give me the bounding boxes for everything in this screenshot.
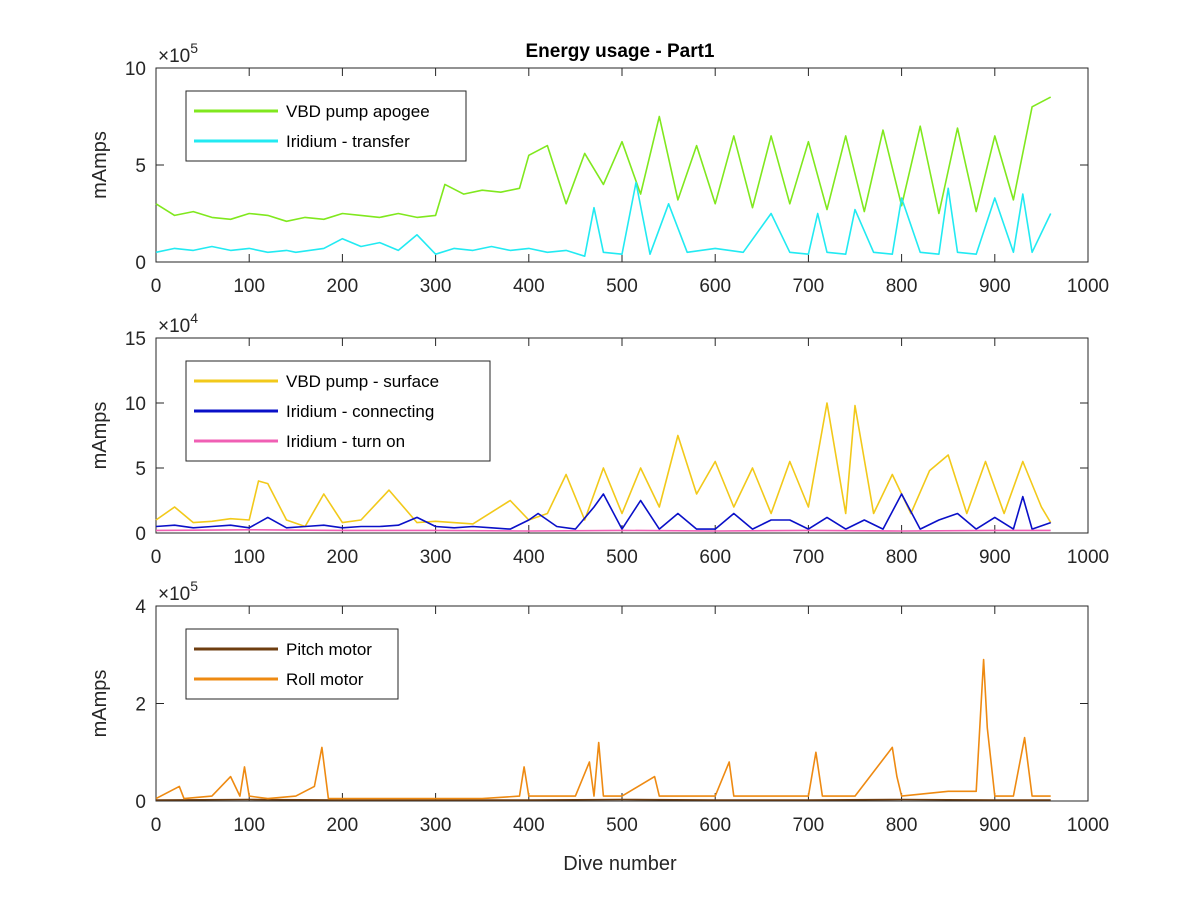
chart-panel-1: 0 100 200 300 400 500 600 700 800 900 1000 0 5 10 ×105… [89,40,1109,297]
x-tick-label: 600 [699,547,731,568]
legend-entry: VBD pump apogee [286,102,430,121]
x-tick-label: 300 [420,276,452,297]
y-tick-label: 4 [135,597,146,618]
chart-panel-3: 0 100 200 300 400 500 600 700 800 900 1000 0 2 4 ×105 m… [89,578,1109,836]
x-tick-label: 500 [606,547,638,568]
y-tick-label: 15 [125,329,146,350]
legend: VBD pump apogee Iridium - transfer [185,90,467,162]
x-tick-label: 100 [233,815,265,836]
x-tick-label: 100 [233,276,265,297]
x-tick-label: 500 [606,276,638,297]
x-tick-label: 0 [151,815,162,836]
y-exponent-label: ×105 [158,578,198,605]
legend-entry: Iridium - transfer [286,132,410,151]
x-tick-label: 0 [151,547,162,568]
legend-entry: Roll motor [286,670,364,689]
y-tick-label: 10 [125,394,146,415]
y-tick-label: 10 [125,59,146,80]
y-exponent-label: ×105 [158,40,198,67]
x-tick-label: 200 [327,815,359,836]
y-axis-label: mAmps [89,402,111,470]
x-tick-label: 200 [327,547,359,568]
x-tick-label: 200 [327,276,359,297]
y-tick-label: 5 [135,156,146,177]
series-line-1 [155,96,1052,223]
legend-entry: Iridium - turn on [286,432,405,451]
legend-box [185,628,399,700]
y-tick-label: 5 [135,459,146,480]
x-tick-label: 1000 [1067,547,1109,568]
y-tick-label: 0 [135,792,146,813]
series-line-1 [155,402,1052,528]
series-line-3 [155,528,1051,532]
legend: Pitch motor Roll motor [185,628,399,700]
x-tick-label: 900 [979,815,1011,836]
y-exponent-label: ×104 [158,310,198,337]
series-line-2 [155,493,1051,530]
figure-title: Energy usage - Part1 [525,41,714,62]
series-line-1 [155,798,1051,801]
y-tick-label: 0 [135,524,146,545]
x-tick-label: 0 [151,276,162,297]
legend-entry: VBD pump - surface [286,372,439,391]
x-tick-label: 900 [979,547,1011,568]
x-tick-label: 600 [699,815,731,836]
y-axis-label: mAmps [89,131,111,199]
chart-panel-2: 0 100 200 300 400 500 600 700 800 900 1000 0 5 10 15 ×1… [89,310,1109,568]
x-tick-label: 600 [699,276,731,297]
legend-entry: Pitch motor [286,640,372,659]
x-tick-label: 300 [420,815,452,836]
y-tick-label: 2 [135,695,146,716]
legend-box [185,90,467,162]
x-axis-label: Dive number [563,853,677,875]
x-tick-label: 700 [793,276,825,297]
series-line-2 [155,658,1051,800]
y-axis-label: mAmps [89,670,111,738]
x-tick-label: 400 [513,276,545,297]
x-tick-label: 400 [513,815,545,836]
x-tick-label: 700 [793,815,825,836]
x-tick-label: 800 [886,815,918,836]
x-tick-label: 1000 [1067,815,1109,836]
legend: VBD pump - surface Iridium - connecting Ir… [185,360,491,462]
series-line-2 [155,181,1052,258]
x-tick-label: 500 [606,815,638,836]
x-tick-label: 800 [886,276,918,297]
x-tick-label: 300 [420,547,452,568]
x-tick-label: 100 [233,547,265,568]
y-tick-label: 0 [135,253,146,274]
x-tick-label: 900 [979,276,1011,297]
x-tick-label: 1000 [1067,276,1109,297]
x-tick-label: 400 [513,547,545,568]
x-tick-label: 700 [793,547,825,568]
x-tick-label: 800 [886,547,918,568]
legend-entry: Iridium - connecting [286,402,434,421]
